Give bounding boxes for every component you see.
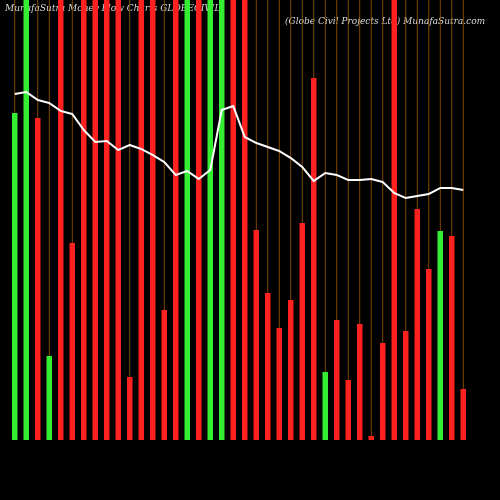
bar bbox=[104, 0, 110, 440]
bar bbox=[414, 209, 420, 440]
bar bbox=[437, 231, 443, 440]
bar bbox=[345, 380, 351, 440]
bar bbox=[219, 0, 225, 440]
bar bbox=[115, 0, 121, 440]
bar bbox=[58, 0, 64, 440]
bar bbox=[35, 118, 41, 440]
bar bbox=[391, 0, 397, 440]
bar bbox=[196, 0, 202, 440]
bar bbox=[357, 324, 363, 440]
bar bbox=[207, 0, 213, 440]
bar bbox=[449, 236, 455, 440]
bar bbox=[299, 223, 305, 440]
chart-title: MunafaSutra Money Flow Charts GLOBECIVIL bbox=[4, 4, 220, 14]
bar bbox=[81, 0, 87, 440]
bar bbox=[460, 389, 466, 440]
bar bbox=[92, 0, 98, 440]
bar bbox=[184, 0, 190, 440]
bar bbox=[322, 372, 328, 440]
chart-subtitle: (Globe Civil Projects Ltd) MunafaSutra.c… bbox=[285, 16, 485, 27]
bar bbox=[276, 328, 282, 440]
trend-line bbox=[14, 90, 464, 200]
bar bbox=[380, 343, 386, 440]
bar bbox=[426, 269, 432, 440]
bar bbox=[230, 0, 236, 440]
bar bbox=[23, 0, 29, 440]
bar bbox=[334, 320, 340, 440]
bar bbox=[12, 113, 18, 440]
bar bbox=[46, 356, 52, 440]
bar bbox=[288, 300, 294, 440]
bar bbox=[242, 0, 248, 440]
bar bbox=[253, 230, 259, 440]
bar bbox=[311, 78, 317, 440]
bar bbox=[403, 331, 409, 440]
bar bbox=[138, 0, 144, 440]
bar bbox=[150, 0, 156, 440]
bar bbox=[69, 243, 75, 440]
bar bbox=[265, 293, 271, 440]
bar bbox=[127, 377, 133, 440]
bar bbox=[161, 310, 167, 440]
bar bbox=[368, 436, 374, 440]
bar bbox=[173, 0, 179, 440]
